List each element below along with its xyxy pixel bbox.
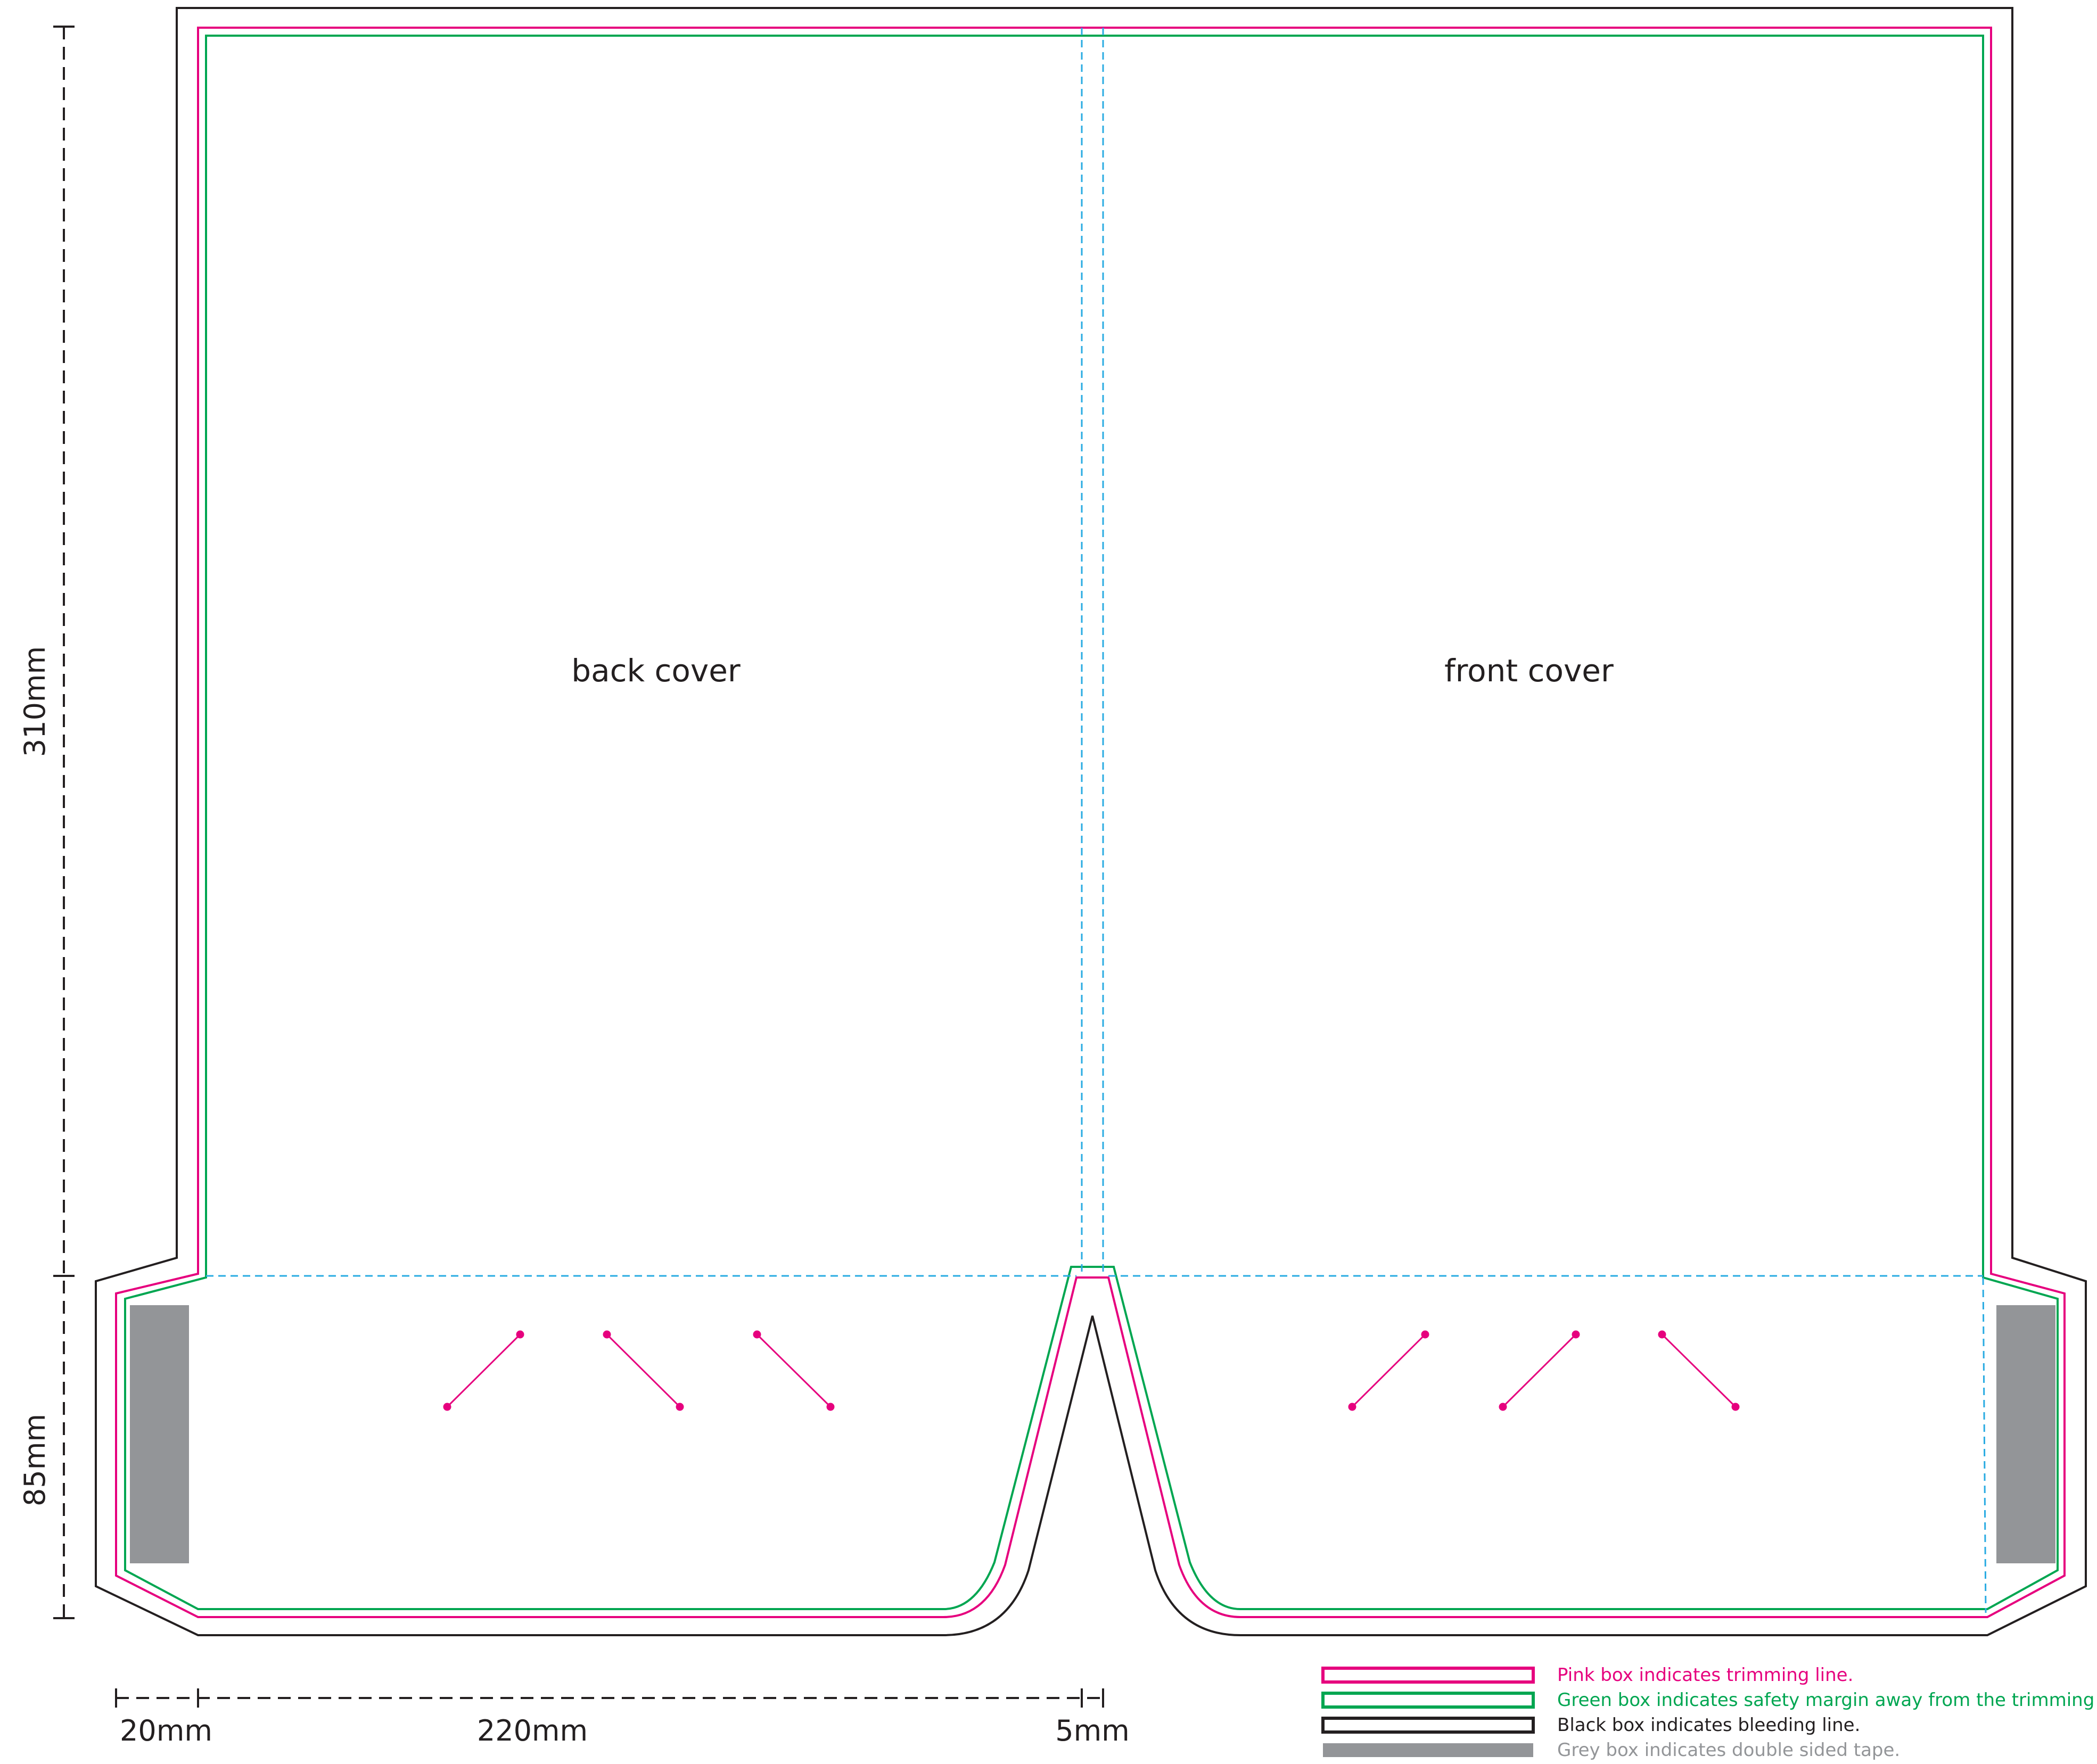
- legend-swatch-4: [1323, 1743, 1533, 1757]
- safety-margin-line: [124, 35, 2059, 1610]
- legend: Pink box indicates trimming line. Green b…: [1321, 1664, 2097, 1761]
- width-220mm-label: 220mm: [477, 1714, 588, 1747]
- legend-text-3: Black box indicates bleeding line.: [1557, 1714, 1860, 1736]
- legend-swatch-1: [1321, 1667, 1535, 1684]
- horizontal-dimension: [115, 1688, 1104, 1708]
- fold-line-right-flap: [1982, 1277, 1987, 1613]
- tape-left: [130, 1305, 189, 1563]
- slit-3: [753, 1330, 835, 1411]
- legend-text-1: Pink box indicates trimming line.: [1557, 1664, 1853, 1686]
- legend-text-2: Green box indicates safety margin away f…: [1557, 1689, 2097, 1711]
- height-310mm-label: 310mm: [18, 646, 52, 757]
- slit-5: [1499, 1330, 1580, 1411]
- slit-6: [1658, 1330, 1740, 1411]
- front-cover-label: front cover: [1444, 653, 1614, 689]
- legend-swatch-2: [1321, 1692, 1535, 1709]
- trimming-line: [115, 27, 2066, 1618]
- width-5mm-label: 5mm: [1055, 1714, 1130, 1747]
- width-20mm-label: 20mm: [120, 1714, 212, 1747]
- vertical-dimension: [53, 26, 75, 1619]
- slit-2: [603, 1330, 684, 1411]
- bleeding-line: [95, 7, 2087, 1636]
- legend-swatch-3: [1321, 1717, 1535, 1734]
- legend-text-4: Grey box indicates double sided tape.: [1557, 1740, 1900, 1761]
- tape-right: [1996, 1305, 2055, 1563]
- height-85mm-label: 85mm: [18, 1414, 52, 1506]
- back-cover-label: back cover: [571, 653, 741, 689]
- slit-4: [1348, 1330, 1429, 1411]
- card-slits: [443, 1330, 1740, 1411]
- slit-1: [443, 1330, 524, 1411]
- fold-lines: [206, 28, 1987, 1613]
